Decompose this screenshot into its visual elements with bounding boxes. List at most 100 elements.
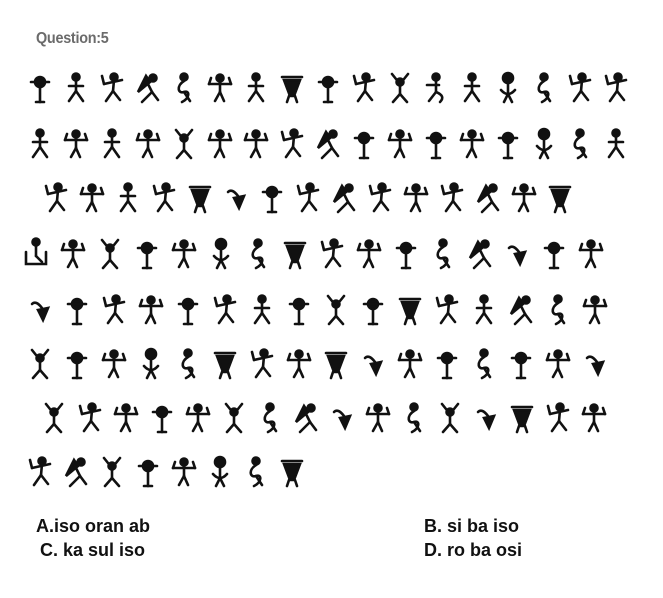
dm-hook-icon: [332, 409, 353, 432]
dm-stick-icon: [548, 185, 572, 214]
dm-arm-up-icon: [568, 72, 592, 103]
dm-arm-up-icon: [604, 72, 628, 103]
dm-arms-raised-icon: [326, 294, 346, 326]
dm-ribbon-icon: [573, 128, 588, 160]
dm-arms-out-icon: [403, 183, 429, 213]
dm-flag-spin-icon: [509, 295, 533, 326]
dm-torso-icon: [353, 131, 375, 160]
dm-arms-out-icon: [511, 183, 537, 213]
dm-arms-out-icon: [578, 239, 604, 269]
dm-arms-out-icon: [171, 239, 197, 269]
dm-torso-icon: [137, 459, 159, 488]
dm-torso-icon: [362, 297, 384, 326]
dm-stick-icon: [510, 405, 534, 434]
option-a[interactable]: A.iso oran ab: [36, 516, 151, 536]
dm-wave-icon: [425, 72, 444, 104]
dm-ribbon-icon: [537, 72, 552, 104]
dm-arms-out-icon: [243, 129, 269, 159]
question-title: Question:5: [36, 30, 109, 47]
dm-arms-out-icon: [397, 349, 423, 379]
dm-torso-icon: [497, 131, 519, 160]
dm-hat-icon: [212, 237, 230, 270]
dm-legs-spread-icon: [607, 128, 625, 159]
dm-stick-icon: [213, 351, 237, 380]
dm-arms-out-icon: [101, 349, 127, 379]
dm-ribbon-icon: [551, 294, 566, 326]
dm-legs-spread-icon: [67, 72, 85, 103]
dm-torso-icon: [436, 351, 458, 380]
dm-arms-out-icon: [387, 129, 413, 159]
dm-arms-raised-icon: [44, 402, 64, 434]
dm-ribbon-icon: [181, 348, 196, 380]
dm-arm-up-icon: [28, 456, 52, 487]
dm-arms-out-icon: [138, 295, 164, 325]
dm-legs-spread-icon: [475, 294, 493, 325]
dm-stick-icon: [283, 241, 307, 270]
dm-hook-icon: [476, 409, 497, 432]
dm-legs-spread-icon: [247, 72, 265, 103]
dm-stick-icon: [398, 297, 422, 326]
dm-hook-icon: [363, 355, 384, 378]
dm-arm-up-icon: [250, 348, 274, 379]
dm-arms-out-icon: [581, 403, 607, 433]
dm-arm-up-icon: [296, 182, 320, 213]
dm-stick-icon: [280, 75, 304, 104]
dm-arms-out-icon: [113, 403, 139, 433]
dm-flag-spin-icon: [468, 239, 492, 270]
option-b[interactable]: B. si ba iso: [424, 516, 520, 536]
dm-ribbon-icon: [407, 402, 422, 434]
dm-arms-out-icon: [60, 239, 86, 269]
dm-arms-out-icon: [79, 183, 105, 213]
dm-arm-up-icon: [213, 294, 237, 325]
dm-torso-icon: [136, 241, 158, 270]
dm-arms-out-icon: [207, 73, 233, 103]
dm-legs-spread-icon: [31, 128, 49, 159]
dm-hat-icon: [211, 455, 229, 488]
dm-flag-spin-icon: [64, 457, 88, 488]
dm-arm-up-icon: [152, 182, 176, 213]
option-d[interactable]: D. ro ba osi: [424, 540, 523, 560]
option-c[interactable]: C. ka sul iso: [40, 540, 146, 560]
dm-arms-out-icon: [171, 457, 197, 487]
dm-arm-up-icon: [280, 128, 304, 159]
dm-legs-spread-icon: [119, 182, 137, 213]
dm-ribbon-icon: [251, 238, 266, 270]
dm-ribbon-icon: [177, 72, 192, 104]
dm-torso-icon: [510, 351, 532, 380]
dm-arm-up-icon: [435, 294, 459, 325]
dm-torso-icon: [177, 297, 199, 326]
dm-arms-out-icon: [582, 295, 608, 325]
dm-arms-out-icon: [135, 129, 161, 159]
dm-bath-icon: [24, 237, 48, 266]
dm-torso-icon: [317, 75, 339, 104]
dm-hook-icon: [30, 301, 51, 324]
dm-arms-out-icon: [459, 129, 485, 159]
dm-stick-icon: [324, 351, 348, 380]
dm-arms-raised-icon: [390, 72, 410, 104]
dm-hook-icon: [507, 245, 528, 268]
dm-torso-icon: [543, 241, 565, 270]
dm-stick-icon: [280, 459, 304, 488]
dm-arm-up-icon: [368, 182, 392, 213]
dm-stick-icon: [188, 185, 212, 214]
dm-arms-raised-icon: [440, 402, 460, 434]
dm-hat-icon: [499, 71, 517, 104]
dm-hat-icon: [535, 127, 553, 160]
dm-flag-spin-icon: [294, 403, 318, 434]
dm-ribbon-icon: [436, 238, 451, 270]
dm-arm-up-icon: [100, 72, 124, 103]
dm-hat-icon: [142, 347, 160, 380]
dm-arms-raised-icon: [102, 456, 122, 488]
dm-arm-up-icon: [546, 402, 570, 433]
dm-legs-spread-icon: [103, 128, 121, 159]
dm-arms-out-icon: [356, 239, 382, 269]
dm-arm-up-icon: [102, 294, 126, 325]
dm-ribbon-icon: [477, 348, 492, 380]
dm-arms-out-icon: [185, 403, 211, 433]
dm-hook-icon: [585, 355, 606, 378]
dm-torso-icon: [395, 241, 417, 270]
dm-torso-icon: [261, 185, 283, 214]
dm-ribbon-icon: [249, 456, 264, 488]
dm-arm-up-icon: [44, 182, 68, 213]
